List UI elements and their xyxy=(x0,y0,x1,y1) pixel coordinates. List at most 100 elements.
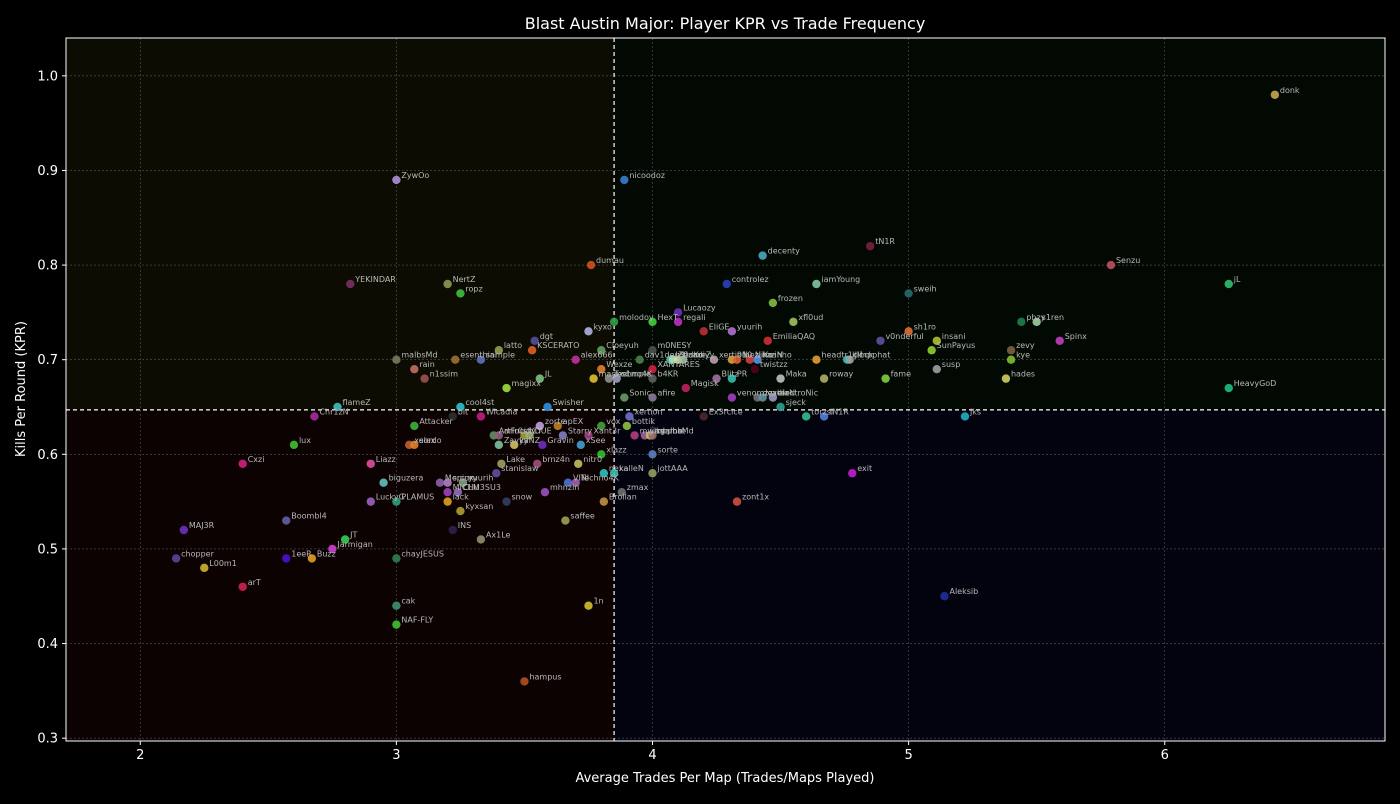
data-point xyxy=(392,355,401,364)
data-point xyxy=(758,393,767,402)
data-point xyxy=(876,336,885,345)
point-label: NiKo xyxy=(755,351,773,360)
data-point xyxy=(200,563,209,573)
data-point xyxy=(492,469,501,478)
point-label: MICHU xyxy=(453,483,480,492)
point-label: Xant3r xyxy=(593,426,621,435)
point-label: Buzz xyxy=(317,549,336,558)
data-point xyxy=(1017,317,1026,327)
point-label: magixx xyxy=(599,370,629,379)
point-label: xelex xyxy=(414,436,435,445)
point-label: SunPayus xyxy=(937,341,976,350)
data-point xyxy=(763,336,772,345)
data-point xyxy=(476,535,486,544)
point-label: zont1x xyxy=(742,493,769,502)
point-label: mhnzin xyxy=(550,483,579,492)
point-label: Lucaozy xyxy=(683,303,716,312)
data-point xyxy=(648,431,657,440)
point-label: kalleN xyxy=(619,464,644,473)
point-label: tN1R xyxy=(829,407,849,416)
data-point xyxy=(630,431,639,440)
point-label: sweih xyxy=(914,284,937,293)
point-label: INS xyxy=(458,521,471,530)
point-label: flameZ xyxy=(683,351,712,360)
data-point xyxy=(709,355,719,364)
data-point xyxy=(648,346,657,355)
data-point xyxy=(758,251,767,260)
point-label: PR xyxy=(737,370,748,379)
data-point xyxy=(494,431,504,440)
data-point xyxy=(527,346,537,355)
data-point xyxy=(576,440,585,450)
data-point xyxy=(538,440,547,450)
point-label: YEKINDAR xyxy=(354,275,396,284)
point-label: Wexze xyxy=(606,360,632,369)
point-label: Spinx xyxy=(1065,332,1087,341)
data-point xyxy=(727,374,737,383)
point-label: 1eeR xyxy=(291,549,312,558)
data-point xyxy=(612,374,621,383)
data-point xyxy=(448,525,457,535)
reference-lines xyxy=(66,38,1385,741)
y-tick-label: 1.0 xyxy=(37,69,58,84)
data-point xyxy=(1270,90,1280,99)
point-label: LuckyG xyxy=(376,493,405,502)
data-point xyxy=(571,355,580,364)
data-point xyxy=(681,383,691,393)
data-point xyxy=(679,355,688,364)
point-label: yuurih xyxy=(737,322,762,331)
data-point xyxy=(609,317,619,327)
point-label: MAJ3R xyxy=(189,521,215,530)
data-point xyxy=(727,327,737,336)
data-point xyxy=(599,497,609,506)
data-point xyxy=(456,506,465,516)
point-label: EmiliaQAQ xyxy=(773,332,815,341)
data-point xyxy=(1106,260,1116,270)
point-label: biguzera xyxy=(389,474,424,483)
point-label: frozen xyxy=(778,294,803,303)
data-point xyxy=(745,355,755,364)
point-label: headtr1ck xyxy=(821,351,862,360)
point-label: L00m1 xyxy=(209,559,237,568)
point-label: zmax xyxy=(627,483,649,492)
point-label: m0NESY xyxy=(658,341,692,350)
point-label: s1mple xyxy=(622,370,651,379)
point-label: rain xyxy=(419,360,434,369)
x-axis-label: Average Trades Per Map (Trades/Maps Play… xyxy=(575,771,874,786)
data-point xyxy=(620,175,629,185)
point-label: XANTARES xyxy=(658,360,700,369)
data-point xyxy=(238,459,247,468)
point-label: Gravin xyxy=(547,436,573,445)
point-label: nitr0 xyxy=(583,455,602,464)
point-label: roway xyxy=(829,370,853,379)
data-point xyxy=(1032,317,1041,327)
point-label: JT xyxy=(349,530,357,539)
data-point xyxy=(340,535,350,544)
data-point xyxy=(456,402,465,412)
point-label: PLAMUS xyxy=(401,493,434,502)
data-point xyxy=(476,412,486,421)
point-label: 910 xyxy=(737,351,752,360)
point-label: ArtFr0st xyxy=(499,426,531,435)
data-point xyxy=(392,620,401,629)
point-label: EliGE xyxy=(709,322,730,331)
data-point xyxy=(648,317,657,327)
data-point xyxy=(597,346,606,355)
data-point xyxy=(530,336,539,345)
data-point xyxy=(543,402,552,412)
data-point xyxy=(553,421,562,431)
data-point xyxy=(1224,279,1233,289)
data-point xyxy=(617,487,626,497)
point-label: s1ren xyxy=(1042,313,1064,322)
data-point xyxy=(699,412,708,421)
data-point xyxy=(456,289,465,298)
data-point xyxy=(904,327,913,336)
data-point xyxy=(443,478,452,487)
point-label: b1t xyxy=(675,351,688,360)
point-label: DUE xyxy=(535,426,552,435)
data-point xyxy=(535,374,545,383)
data-point xyxy=(1001,374,1011,383)
data-point xyxy=(520,677,529,686)
